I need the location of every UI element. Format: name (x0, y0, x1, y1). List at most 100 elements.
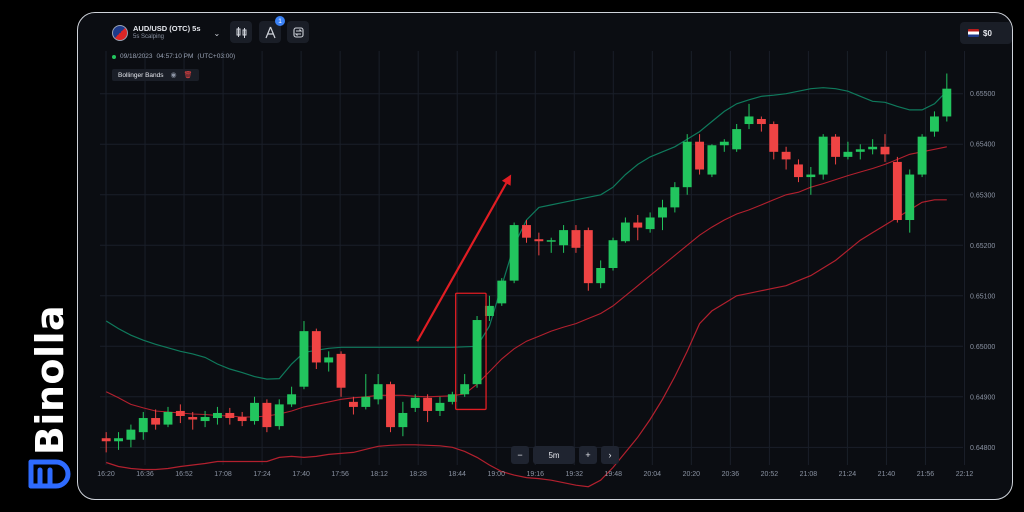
candle-body (682, 141, 692, 188)
bullish-candle (818, 134, 828, 180)
chart-type-button[interactable] (230, 21, 252, 43)
candle-body (608, 240, 618, 268)
drawing-tools-icon (264, 26, 276, 38)
time-tick-label: 19:32 (566, 471, 584, 478)
bearish-candle (781, 146, 791, 170)
bearish-candle (534, 232, 544, 256)
candle-body (225, 412, 235, 419)
bullish-candle (410, 394, 420, 412)
price-chart[interactable]: 0.65500 0.65400 0.65300 0.65200 0.65100 0.650… (78, 13, 1012, 499)
bullish-candle (682, 134, 692, 195)
candle-body (707, 145, 717, 175)
candle-body (435, 402, 445, 411)
indicators-button[interactable]: 1 (259, 16, 285, 43)
balance-button[interactable]: $0 (960, 22, 1012, 44)
price-tick-label: 0.65400 (970, 142, 995, 149)
candle-body (930, 116, 939, 132)
candle-body (250, 402, 259, 422)
scroll-right-button[interactable]: › (601, 446, 619, 464)
balance-value: $0 (983, 28, 992, 38)
time-tick-label: 19:48 (605, 471, 623, 478)
candle-body (200, 417, 210, 422)
candle-body (794, 164, 803, 178)
candle-body (596, 268, 606, 284)
candle-body (497, 280, 507, 304)
time-tick-label: 20:04 (644, 471, 662, 478)
timeframe-value[interactable]: 5m (533, 446, 575, 464)
candle-body (645, 217, 655, 230)
bearish-candle (831, 134, 841, 165)
zoom-in-button[interactable]: + (579, 446, 597, 464)
bullish-candle (138, 411, 148, 440)
candle-body (237, 417, 247, 422)
candle-body (311, 331, 321, 363)
candle-body (719, 141, 729, 146)
bullish-candle (917, 134, 927, 178)
candlestick-icon (236, 26, 246, 38)
time-tick-label: 18:28 (409, 471, 427, 478)
bullish-candle (212, 406, 222, 425)
candle-body (942, 88, 952, 117)
bullish-candle (744, 103, 754, 130)
bullish-candle (200, 410, 210, 428)
bearish-candle (101, 432, 111, 453)
candle-body (658, 207, 667, 218)
time-tick-label: 17:08 (214, 471, 232, 478)
candle-body (126, 429, 136, 440)
time-tick-label: 19:00 (487, 471, 505, 478)
candle-body (484, 305, 494, 316)
trash-icon[interactable]: 🗑 (183, 72, 193, 79)
chart-grid (100, 51, 965, 465)
eye-icon[interactable]: ◉ (170, 72, 177, 79)
candle-body (299, 331, 309, 387)
indicator-chip[interactable]: Bollinger Bands ◉ 🗑 (112, 69, 199, 81)
candle-body (336, 353, 346, 388)
zoom-controls: − 5m + › (511, 446, 619, 464)
price-tick-label: 0.64900 (970, 394, 995, 401)
candle-body (348, 401, 358, 407)
time-tick-label: 21:40 (878, 471, 896, 478)
candle-body (287, 394, 297, 405)
bullish-candle (287, 386, 297, 407)
candle-body (732, 129, 742, 150)
trading-window: 0.65500 0.65400 0.65300 0.65200 0.65100 0.650… (77, 12, 1013, 500)
candle-body (138, 418, 148, 433)
annotations (416, 174, 512, 411)
time-tick-label: 22:12 (956, 471, 974, 478)
candle-body (324, 357, 334, 363)
time-tick-label: 19:16 (526, 471, 544, 478)
price-tick-label: 0.65100 (970, 293, 995, 300)
settings-button[interactable] (287, 21, 309, 43)
bullish-candle (435, 396, 445, 417)
candle-body (188, 417, 198, 420)
asset-selector[interactable]: AUD/USD (OTC) 5s 5s Scalping ⌄ (112, 22, 220, 44)
time-tick-label: 16:52 (175, 471, 193, 478)
notification-badge: 1 (275, 16, 285, 26)
indicator-name: Bollinger Bands (118, 71, 164, 79)
session-timezone: (UTC+03:00) (197, 53, 236, 60)
bearish-candle (695, 134, 705, 175)
bearish-candle (175, 404, 185, 424)
time-tick-label: 17:40 (292, 471, 310, 478)
bearish-candle (386, 381, 395, 433)
bullish-candle (472, 315, 482, 388)
bullish-candle (546, 237, 556, 253)
bullish-candle (608, 237, 618, 271)
candle-body (880, 146, 890, 155)
zoom-out-button[interactable]: − (511, 446, 529, 464)
candle-body (559, 230, 569, 246)
bearish-candle (769, 121, 779, 160)
bearish-candle (571, 225, 581, 253)
candle-body (670, 187, 680, 208)
time-tick-label: 17:56 (331, 471, 349, 478)
bearish-candle (880, 134, 890, 162)
breakout-highlight-box (455, 292, 487, 411)
bearish-candle (583, 227, 593, 291)
bullish-candle (324, 351, 334, 372)
bullish-candle (250, 396, 259, 425)
candle-body (695, 141, 705, 170)
price-tick-label: 0.65500 (970, 91, 995, 98)
price-tick-label: 0.64800 (970, 445, 995, 452)
time-tick-label: 20:52 (761, 471, 779, 478)
candle-body (917, 136, 927, 175)
